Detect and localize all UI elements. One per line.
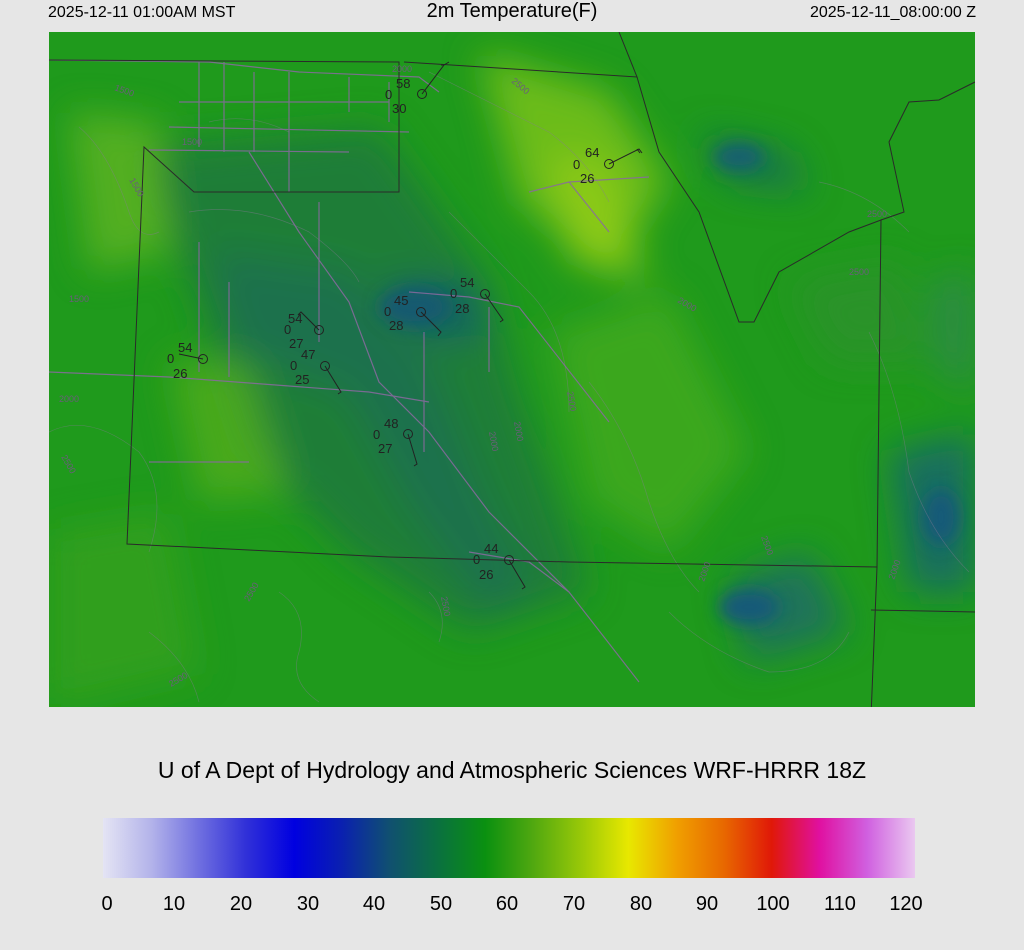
credit-line: U of A Dept of Hydrology and Atmospheric… (157, 757, 867, 783)
svg-text:45: 45 (394, 293, 408, 308)
state-boundaries (49, 32, 975, 707)
svg-text:1500: 1500 (69, 294, 89, 304)
local-time: 2025-12-11 01:00AM MST (48, 4, 236, 21)
svg-text:2000: 2000 (59, 394, 79, 404)
svg-text:0: 0 (373, 427, 380, 442)
svg-text:27: 27 (289, 336, 303, 351)
map-title: 2m Temperature(F) (426, 0, 598, 22)
colorbar-tick: 80 (629, 893, 653, 915)
svg-text:0: 0 (284, 322, 291, 337)
svg-text:0: 0 (167, 351, 174, 366)
svg-text:54: 54 (460, 275, 474, 290)
svg-text:64: 64 (585, 145, 599, 160)
svg-text:47: 47 (301, 347, 315, 362)
svg-text:26: 26 (479, 567, 493, 582)
svg-text:0: 0 (290, 358, 297, 373)
svg-text:2500: 2500 (565, 391, 578, 412)
roads (49, 59, 650, 683)
svg-text:58: 58 (396, 76, 410, 91)
station-8: 48 0 27 (373, 416, 418, 467)
colorbar-tick: 70 (562, 893, 586, 915)
svg-text:44: 44 (484, 541, 498, 556)
svg-text:0: 0 (450, 286, 457, 301)
svg-text:2000: 2000 (487, 431, 500, 452)
colorbar-tick: 40 (362, 893, 386, 915)
terrain-contours (49, 71, 970, 703)
colorbar-tick: 50 (429, 893, 453, 915)
svg-text:2500: 2500 (439, 596, 452, 617)
svg-text:54: 54 (178, 340, 192, 355)
station-2: 64 0 26 (573, 145, 643, 186)
station-5: 54 0 27 (284, 311, 324, 351)
colorbar-tick: 60 (495, 893, 519, 915)
colorbar-tick: 0 (101, 893, 113, 915)
svg-text:2000: 2000 (512, 421, 525, 442)
svg-text:1500: 1500 (182, 137, 202, 147)
svg-text:0: 0 (384, 304, 391, 319)
station-7: 54 0 26 (167, 340, 208, 381)
svg-text:26: 26 (580, 171, 594, 186)
station-4: 54 0 28 (450, 275, 504, 323)
station-6: 47 0 25 (290, 347, 342, 395)
colorbar-tick: 30 (296, 893, 320, 915)
colorbar-tick: 10 (162, 893, 186, 915)
svg-text:25: 25 (295, 372, 309, 387)
svg-text:26: 26 (173, 366, 187, 381)
svg-text:28: 28 (389, 318, 403, 333)
station-3: 45 0 28 (384, 293, 442, 337)
svg-text:2500: 2500 (849, 267, 869, 277)
utc-time: 2025-12-11_08:00:00 Z (809, 4, 976, 21)
colorbar-tick: 120 (889, 893, 923, 915)
colorbar-ticks: 0 10 20 30 40 50 60 70 80 90 100 110 120 (0, 893, 1024, 919)
svg-text:0: 0 (385, 87, 392, 102)
colorbar-tick: 110 (824, 893, 856, 915)
svg-text:2000: 2000 (392, 64, 412, 74)
station-1: 58 0 30 (385, 61, 450, 116)
cold-spots (379, 143, 959, 625)
svg-text:48: 48 (384, 416, 398, 431)
colorbar (103, 818, 915, 878)
station-9: 44 0 26 (473, 541, 526, 590)
svg-text:0: 0 (473, 552, 480, 567)
svg-text:30: 30 (392, 101, 406, 116)
svg-text:28: 28 (455, 301, 469, 316)
colorbar-tick: 90 (695, 893, 719, 915)
temperature-map: 58 0 30 64 0 26 45 0 28 54 (49, 32, 975, 707)
svg-text:0: 0 (573, 157, 580, 172)
svg-text:2500: 2500 (867, 209, 887, 219)
colorbar-tick: 100 (756, 893, 790, 915)
colorbar-tick: 20 (229, 893, 253, 915)
svg-text:27: 27 (378, 441, 392, 456)
